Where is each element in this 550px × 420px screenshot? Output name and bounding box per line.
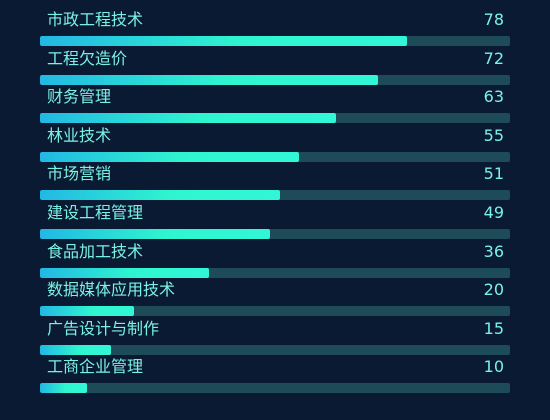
bar-track [40,113,510,124]
bar-fill [40,151,299,162]
category-label: 广告设计与制作 [47,318,160,338]
bar-row: 财务管理 63 [0,87,550,126]
bar-track [40,190,510,201]
bar-row: 工程欠造价 72 [0,49,550,88]
bar-track [40,74,510,85]
bar-row: 数据媒体应用技术 20 [0,280,550,319]
category-label: 市政工程技术 [47,10,144,29]
value-label: 49 [483,203,504,222]
value-label: 78 [483,10,504,29]
bar-fill [40,267,210,278]
value-label: 20 [483,280,504,300]
bar-fill [40,344,111,355]
value-label: 36 [483,241,504,261]
category-label: 工程欠造价 [47,48,128,68]
bar-track [40,267,510,278]
bar-track [40,151,510,162]
bar-track [40,306,510,317]
bar-row: 食品加工技术 36 [0,242,550,281]
category-label: 市场营销 [47,164,112,184]
category-label: 工商企业管理 [47,357,144,377]
bar-fill [40,229,271,239]
bar-fill [40,74,379,85]
bar-track [40,36,510,46]
bar-fill [40,36,407,46]
category-label: 建设工程管理 [47,203,144,222]
value-label: 51 [483,164,504,184]
bar-row: 建设工程管理 49 [0,203,550,242]
category-label: 财务管理 [47,87,112,107]
category-label: 数据媒体应用技术 [47,280,176,300]
bar-row: 广告设计与制作 15 [0,319,550,358]
category-label: 林业技术 [47,125,112,145]
value-label: 10 [483,357,504,377]
value-label: 15 [483,318,504,338]
bar-track [40,344,510,355]
bar-track [40,383,510,394]
bar-track [40,229,510,239]
bar-row: 市政工程技术 78 [0,10,550,49]
value-label: 72 [483,48,504,68]
bar-row: 工商企业管理 10 [0,357,550,396]
bar-fill [40,113,337,124]
value-label: 55 [483,125,504,145]
bar-fill [40,190,280,201]
bar-row: 市场营销 51 [0,164,550,203]
value-label: 63 [483,87,504,107]
category-label: 食品加工技术 [47,241,144,261]
bar-fill [40,306,134,317]
bar-row: 林业技术 55 [0,126,550,165]
bar-fill [40,383,87,394]
